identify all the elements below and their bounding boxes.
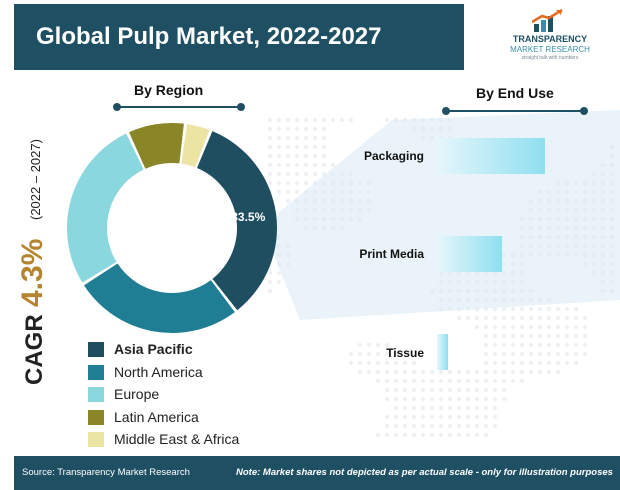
donut-slice-middle-east-africa bbox=[181, 124, 210, 168]
cagr-callout: CAGR 4.3% (2022 – 2027) bbox=[16, 139, 49, 385]
growth-arrow-icon bbox=[532, 8, 563, 32]
legend-label: Europe bbox=[114, 386, 160, 402]
legend-swatch bbox=[88, 409, 104, 425]
logo-line-1: TRANSPARENCY bbox=[512, 34, 588, 44]
enduse-heading-rule bbox=[442, 107, 588, 115]
page-title: Global Pulp Market, 2022-2027 bbox=[36, 23, 382, 50]
footer-note: Note: Market shares not depicted as per … bbox=[236, 467, 613, 478]
footer: Source: Transparency Market Research Not… bbox=[14, 456, 620, 490]
enduse-heading: By End Use bbox=[476, 85, 554, 101]
enduse-label-print-media: Print Media bbox=[359, 247, 424, 261]
legend-label: Asia Pacific bbox=[114, 341, 193, 357]
enduse-label-tissue: Tissue bbox=[386, 346, 424, 360]
title-bar: Global Pulp Market, 2022-2027 bbox=[14, 4, 464, 70]
donut-slice-latin-america bbox=[129, 123, 184, 169]
legend-swatch bbox=[88, 432, 104, 447]
legend-label: Latin America bbox=[114, 408, 199, 425]
cagr-label: CAGR bbox=[21, 314, 48, 385]
legend-swatch bbox=[88, 364, 104, 380]
legend-swatch bbox=[88, 387, 104, 402]
region-heading-rule bbox=[113, 103, 245, 111]
company-logo: TRANSPARENCY MARKET RESEARCH straight ta… bbox=[490, 8, 610, 66]
cagr-period: (2022 – 2027) bbox=[28, 139, 43, 220]
legend-label: North America bbox=[114, 363, 203, 380]
logo-line-3: straight talk with numbers bbox=[521, 55, 579, 61]
legend-label: Middle East & Africa bbox=[114, 431, 240, 447]
cagr-value: 4.3% bbox=[16, 239, 49, 307]
legend-swatch bbox=[88, 342, 104, 357]
enduse-bar-print-media bbox=[437, 236, 502, 272]
logo-line-2: MARKET RESEARCH bbox=[510, 45, 590, 54]
enduse-label-packaging: Packaging bbox=[363, 149, 424, 163]
donut-slice-asia-pacific bbox=[197, 131, 278, 311]
enduse-bar-tissue bbox=[437, 334, 448, 370]
donut-label-asia-pacific: 33.5% bbox=[231, 210, 265, 224]
enduse-bar-packaging bbox=[437, 138, 545, 174]
donut-slice-north-america bbox=[84, 263, 235, 333]
footer-source: Source: Transparency Market Research bbox=[22, 467, 190, 478]
donut-slice-europe bbox=[66, 133, 144, 283]
region-heading: By Region bbox=[134, 82, 204, 98]
